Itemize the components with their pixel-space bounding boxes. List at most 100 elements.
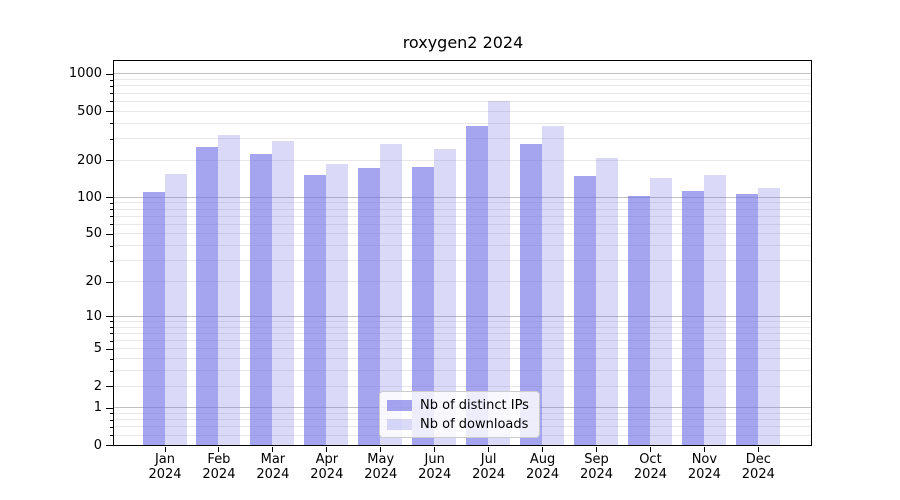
x-tick-label: Oct 2024 xyxy=(633,452,667,482)
bar-feb-downloads xyxy=(218,135,241,445)
x-tick-label: Jul 2024 xyxy=(472,452,506,482)
bar-may-distinct-ips xyxy=(358,168,381,445)
y-axis-minor-tick xyxy=(109,101,113,103)
y-tick-label: 50 xyxy=(85,226,102,242)
gridline xyxy=(114,202,811,204)
legend-row-distinct-ips: Nb of distinct IPs xyxy=(387,397,529,413)
bar-sep-downloads xyxy=(596,158,619,445)
x-axis-tick xyxy=(164,447,166,452)
y-tick-label: 1000 xyxy=(68,66,102,82)
x-tick-label: Jan 2024 xyxy=(148,452,182,482)
x-tick-label: Sep 2024 xyxy=(579,452,614,482)
y-axis-minor-tick xyxy=(109,202,113,204)
y-tick-label: 2 xyxy=(93,378,102,394)
bar-jun-distinct-ips xyxy=(412,167,435,445)
bar-may-downloads xyxy=(380,144,403,445)
y-axis-minor-tick xyxy=(109,435,113,437)
bar-jul-distinct-ips xyxy=(466,125,489,445)
legend: Nb of distinct IPs Nb of downloads xyxy=(379,391,540,438)
x-axis-tick xyxy=(596,447,598,452)
gridline xyxy=(114,138,811,140)
x-axis-tick xyxy=(488,447,490,452)
y-axis-minor-tick xyxy=(109,138,113,140)
y-axis-minor-tick xyxy=(109,209,113,210)
plot-area xyxy=(113,60,812,446)
y-axis-tick xyxy=(106,386,113,387)
y-axis-minor-tick xyxy=(109,79,113,81)
x-axis-tick xyxy=(272,447,274,452)
bar-aug-downloads xyxy=(542,125,565,445)
y-tick-label: 1 xyxy=(93,400,102,416)
bar-dec-distinct-ips xyxy=(735,193,758,445)
y-axis-minor-tick xyxy=(109,260,113,262)
y-axis-tick xyxy=(106,233,113,235)
gridline xyxy=(114,326,811,328)
gridline xyxy=(114,358,811,360)
y-axis-minor-tick xyxy=(109,321,113,323)
gridline xyxy=(114,340,811,341)
bar-sep-distinct-ips xyxy=(574,175,597,445)
gridline xyxy=(114,73,811,75)
bar-mar-distinct-ips xyxy=(250,153,273,445)
x-axis-tick xyxy=(326,447,328,452)
y-axis-tick xyxy=(106,445,113,446)
y-axis-minor-tick xyxy=(109,333,113,335)
y-axis-minor-tick xyxy=(109,245,113,247)
legend-row-downloads: Nb of downloads xyxy=(387,416,529,432)
gridline xyxy=(114,281,811,282)
y-axis-minor-tick xyxy=(109,419,113,421)
bar-nov-downloads xyxy=(703,175,726,445)
y-axis-tick xyxy=(106,281,113,283)
gridline xyxy=(114,320,811,322)
y-axis-tick xyxy=(106,111,113,113)
bar-jan-distinct-ips xyxy=(142,192,165,445)
gridline xyxy=(114,223,811,225)
gridline xyxy=(114,260,811,262)
y-axis-minor-tick xyxy=(109,216,113,218)
gridline xyxy=(114,215,811,217)
bar-oct-downloads xyxy=(649,178,672,445)
bar-aug-distinct-ips xyxy=(520,143,543,445)
x-tick-label: May 2024 xyxy=(364,452,398,482)
x-axis-tick xyxy=(649,447,651,452)
y-axis-minor-tick xyxy=(109,358,113,360)
gridline xyxy=(114,110,811,112)
y-axis-minor-tick xyxy=(109,85,113,87)
bar-nov-distinct-ips xyxy=(681,190,704,445)
x-axis-tick xyxy=(542,447,544,452)
legend-swatch-downloads xyxy=(387,418,412,430)
x-tick-label: Jun 2024 xyxy=(418,452,452,482)
x-axis-tick xyxy=(380,447,382,452)
bar-apr-downloads xyxy=(326,164,349,445)
y-axis-tick xyxy=(106,348,113,350)
legend-swatch-distinct-ips xyxy=(387,399,412,411)
gridline xyxy=(114,100,811,102)
y-tick-label: 200 xyxy=(77,152,102,168)
bar-feb-distinct-ips xyxy=(196,147,219,445)
chart-title: roxygen2 2024 xyxy=(402,33,524,52)
y-tick-label: 10 xyxy=(85,308,102,324)
gridline xyxy=(114,79,811,81)
bar-jul-downloads xyxy=(488,100,511,445)
gridline xyxy=(114,348,811,350)
y-axis-minor-tick xyxy=(109,426,113,428)
x-axis-tick xyxy=(218,447,220,452)
gridline xyxy=(114,196,811,198)
y-tick-label: 0 xyxy=(93,437,102,453)
bar-oct-distinct-ips xyxy=(627,195,650,445)
y-axis-minor-tick xyxy=(109,93,113,95)
gridline xyxy=(114,245,811,247)
gridline xyxy=(114,385,811,387)
y-tick-label: 5 xyxy=(93,341,102,357)
gridline xyxy=(114,315,811,317)
y-axis-minor-tick xyxy=(109,123,113,125)
gridline xyxy=(114,233,811,235)
bar-mar-downloads xyxy=(272,140,295,445)
legend-label-downloads: Nb of downloads xyxy=(420,416,529,432)
x-tick-label: Apr 2024 xyxy=(310,452,344,482)
x-tick-label: Dec 2024 xyxy=(741,452,775,482)
x-tick-label: Mar 2024 xyxy=(256,452,290,482)
y-axis-tick xyxy=(106,73,113,75)
y-axis-minor-tick xyxy=(109,370,113,372)
